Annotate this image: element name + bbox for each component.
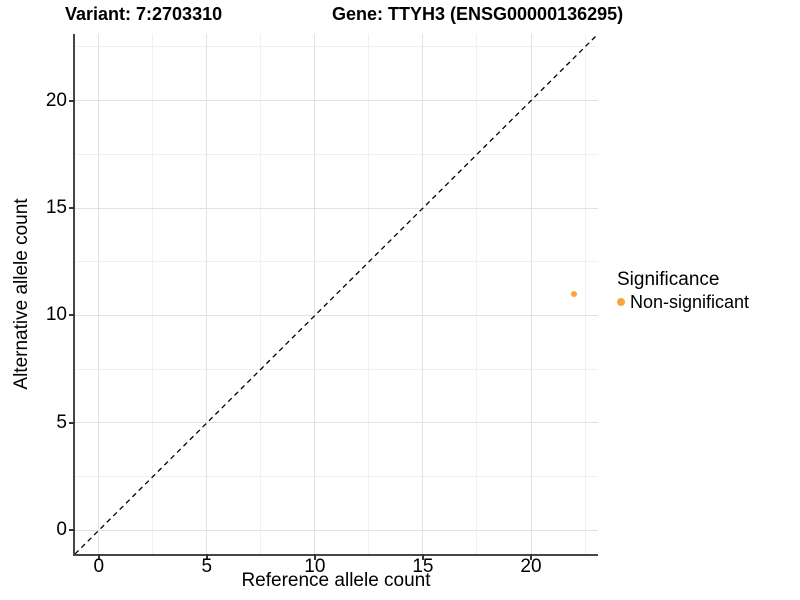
y-tick-label: 20 (45, 89, 67, 111)
legend-point-icon (617, 298, 625, 306)
y-minor-gridline (75, 368, 598, 370)
y-major-gridline (75, 100, 598, 102)
legend: Significance Non-significant (617, 269, 749, 313)
y-minor-gridline (75, 476, 598, 478)
y-major-gridline (75, 207, 598, 209)
y-axis-title: Alternative allele count (11, 198, 32, 390)
plot-panel (73, 34, 598, 556)
x-major-gridline (530, 34, 532, 554)
y-major-gridline (75, 529, 598, 531)
y-tick-mark (69, 99, 75, 102)
y-major-gridline (75, 422, 598, 424)
y-tick-mark (69, 421, 75, 424)
x-tick-label: 20 (520, 556, 542, 577)
legend-item: Non-significant (617, 291, 749, 313)
y-tick-label: 0 (56, 519, 67, 541)
y-major-gridline (75, 314, 598, 316)
x-tick-label: 0 (93, 556, 105, 577)
x-tick-label: 10 (304, 556, 326, 577)
y-minor-gridline (75, 46, 598, 48)
x-tick-label: 15 (412, 556, 434, 577)
y-minor-gridline (75, 153, 598, 155)
x-minor-gridline (584, 34, 586, 554)
x-major-gridline (98, 34, 100, 554)
x-tick-mark (313, 554, 316, 560)
x-minor-gridline (260, 34, 262, 554)
legend-item-label: Non-significant (630, 292, 750, 312)
x-major-gridline (206, 34, 208, 554)
y-tick-mark (69, 207, 75, 210)
y-tick-label: 10 (45, 304, 67, 326)
y-tick-label: 15 (45, 197, 67, 219)
x-minor-gridline (152, 34, 154, 554)
gene-title: Gene: TTYH3 (ENSG00000136295) (332, 4, 624, 24)
x-tick-mark (421, 554, 424, 560)
x-tick-mark (205, 554, 208, 560)
data-point (571, 291, 578, 297)
y-tick-mark (69, 314, 75, 317)
y-tick-mark (69, 529, 75, 532)
x-minor-gridline (476, 34, 478, 554)
x-tick-label: 5 (201, 556, 213, 577)
x-major-gridline (314, 34, 316, 554)
y-minor-gridline (75, 261, 598, 263)
x-tick-mark (97, 554, 100, 560)
y-tick-label: 5 (56, 411, 67, 433)
x-minor-gridline (368, 34, 370, 554)
legend-title: Significance (617, 269, 720, 290)
variant-title: Variant: 7:2703310 (65, 4, 223, 24)
x-tick-mark (530, 554, 532, 560)
x-axis-title: Reference allele count (241, 570, 431, 591)
x-major-gridline (422, 34, 424, 554)
identity-line (75, 34, 598, 554)
